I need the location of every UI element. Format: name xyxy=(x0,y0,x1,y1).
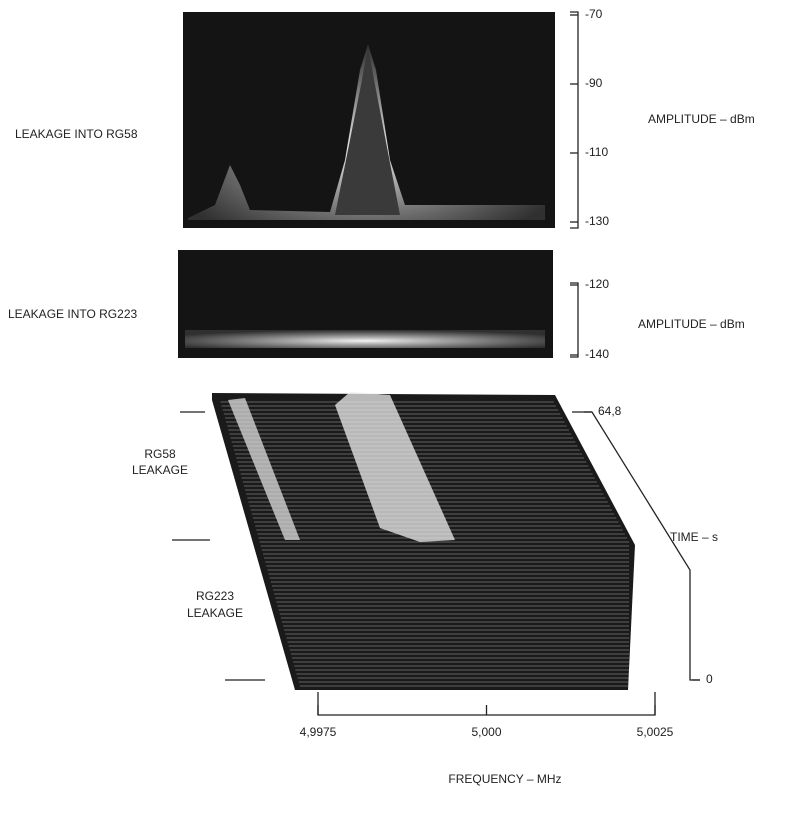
axis-title: AMPLITUDE – dBm xyxy=(638,317,745,331)
peak-shade xyxy=(335,48,400,215)
panel-label: LEAKAGE INTO RG58 xyxy=(15,127,138,141)
wf-label: RG58 xyxy=(144,447,176,461)
tick-label: -130 xyxy=(585,214,609,228)
panel-label: LEAKAGE INTO RG223 xyxy=(8,307,137,321)
axis-title: AMPLITUDE – dBm xyxy=(648,112,755,126)
wf-label: LEAKAGE xyxy=(187,606,243,620)
noise-floor xyxy=(185,330,545,348)
tick-label: 64,8 xyxy=(598,404,622,418)
rg58-ridge-2 xyxy=(335,392,455,542)
wf-label: RG223 xyxy=(196,589,234,603)
tick-label: 5,000 xyxy=(471,725,501,739)
wf-label: LEAKAGE xyxy=(132,463,188,477)
tick-label: -140 xyxy=(585,347,609,361)
tick-label: -90 xyxy=(585,76,603,90)
amp-axis xyxy=(570,282,579,358)
tick-label: 0 xyxy=(706,672,713,686)
tick-label: 4,9975 xyxy=(300,725,337,739)
tick-label: -70 xyxy=(585,7,603,21)
axis-title: FREQUENCY – MHz xyxy=(448,772,561,786)
tick-label: -120 xyxy=(585,277,609,291)
tick-label: 5,0025 xyxy=(637,725,674,739)
tick-label: -110 xyxy=(585,145,608,159)
axis-title: TIME – s xyxy=(670,530,718,544)
amp-axis xyxy=(570,11,579,229)
rg58-ridge-1 xyxy=(228,398,300,540)
